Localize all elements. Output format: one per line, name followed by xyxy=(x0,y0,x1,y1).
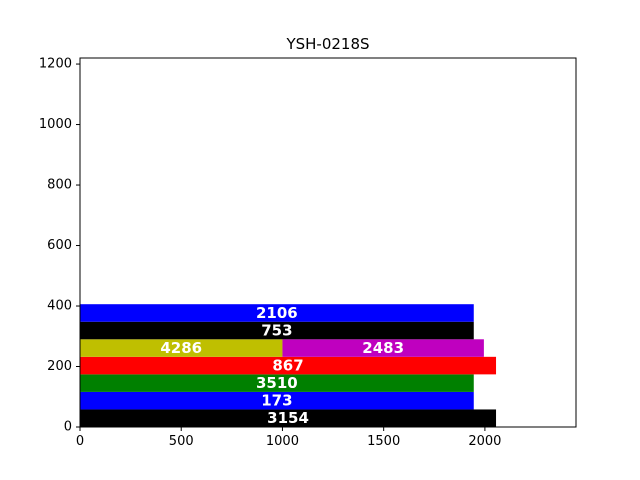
x-tick-label: 1500 xyxy=(367,434,400,449)
y-tick-label: 1200 xyxy=(39,57,72,72)
axes-layer: 0 500 1000 1500 2000 0 200 400 600 800 1000 1200 xyxy=(39,57,577,449)
chart-title: YSH-0218S xyxy=(285,35,369,53)
data-label: 2106 xyxy=(256,304,298,322)
y-tick-label: 400 xyxy=(47,299,72,314)
data-label: 753 xyxy=(261,322,292,340)
y-tick-label: 0 xyxy=(64,420,72,435)
data-label: 3510 xyxy=(256,374,298,392)
data-label: 173 xyxy=(261,392,292,410)
data-label: 4286 xyxy=(160,339,202,357)
plot-frame xyxy=(79,57,577,428)
bar-segment xyxy=(80,304,474,322)
bar-segment xyxy=(80,321,474,340)
bar-segment xyxy=(80,391,474,410)
x-tick-label: 500 xyxy=(169,434,194,449)
y-tick-label: 200 xyxy=(47,359,72,374)
bar-segment xyxy=(80,409,497,427)
bar-segment xyxy=(80,339,283,357)
data-label: 867 xyxy=(272,357,303,375)
y-tick-label: 1000 xyxy=(39,117,72,132)
bar-segment xyxy=(80,356,497,375)
data-label: 3154 xyxy=(267,409,309,427)
data-label: 2483 xyxy=(362,339,404,357)
x-tick-label: 0 xyxy=(76,434,84,449)
y-tick-label: 600 xyxy=(47,238,72,253)
bar-segment xyxy=(282,339,484,357)
bar-segment xyxy=(80,374,474,392)
y-tick-label: 800 xyxy=(47,178,72,193)
x-tick-label: 2000 xyxy=(468,434,501,449)
x-tick-label: 1000 xyxy=(266,434,299,449)
